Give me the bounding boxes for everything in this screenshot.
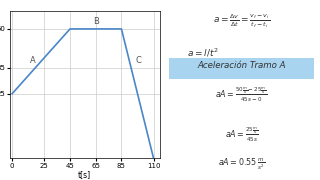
Text: Aceleración Tramo A: Aceleración Tramo A	[197, 61, 286, 70]
Text: $aA = \frac{50\frac{m}{s} - 25\frac{m}{s}}{45s - 0}$: $aA = \frac{50\frac{m}{s} - 25\frac{m}{s…	[215, 86, 268, 104]
Text: $aA = 0.55\,\frac{m}{s^2}$: $aA = 0.55\,\frac{m}{s^2}$	[218, 157, 265, 172]
Text: $a = \frac{\Delta v}{\Delta t} = \frac{v_f - v_i}{t_f - t_i}$: $a = \frac{\Delta v}{\Delta t} = \frac{v…	[213, 13, 270, 30]
Text: A: A	[30, 56, 36, 65]
FancyBboxPatch shape	[170, 58, 314, 79]
Text: $a = l/t^2$: $a = l/t^2$	[187, 47, 219, 59]
Text: B: B	[93, 17, 99, 26]
X-axis label: t[s]: t[s]	[78, 170, 92, 179]
Text: C: C	[136, 56, 141, 65]
Text: $aA = \frac{25\frac{m}{s}}{45s}$: $aA = \frac{25\frac{m}{s}}{45s}$	[225, 126, 259, 144]
